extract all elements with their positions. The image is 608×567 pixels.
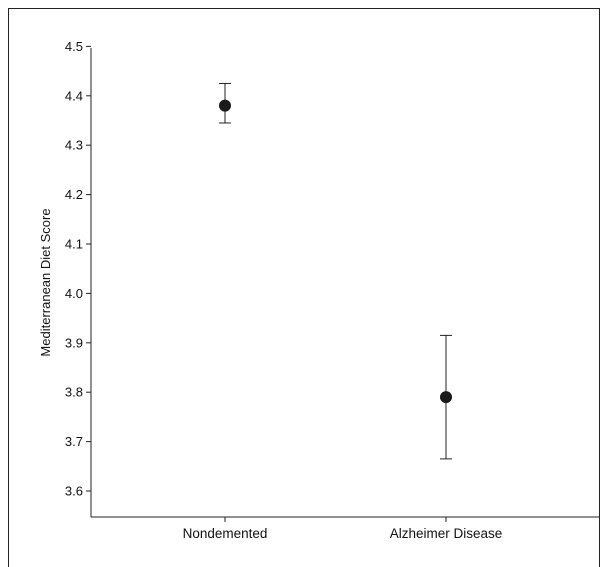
y-axis-label: Mediterranean Diet Score — [38, 208, 53, 356]
y-tick-label: 4.4 — [65, 88, 83, 103]
x-categories: Nondemented Alzheimer Disease — [183, 517, 503, 541]
mean-marker — [219, 100, 231, 112]
y-tick-label: 4.3 — [65, 138, 83, 153]
y-tick-label: 3.8 — [65, 385, 83, 400]
y-tick-label: 4.5 — [65, 39, 83, 54]
error-bar-point — [440, 335, 452, 459]
y-tick-label: 3.6 — [65, 484, 83, 499]
data-marks — [219, 83, 452, 458]
figure-border — [9, 9, 600, 567]
y-tick-label: 3.7 — [65, 434, 83, 449]
x-category-label: Alzheimer Disease — [390, 526, 503, 541]
y-tick-label: 4.1 — [65, 237, 83, 252]
y-tick-label: 3.9 — [65, 335, 83, 350]
y-tick-label: 4.2 — [65, 187, 83, 202]
error-bar-point — [219, 83, 231, 123]
y-ticks: 3.6 3.7 3.8 3.9 4.0 4.1 4.2 4.3 4.4 4.5 — [65, 39, 91, 499]
axes — [91, 48, 600, 517]
x-category-label: Nondemented — [183, 526, 268, 541]
mean-marker — [440, 391, 452, 403]
y-tick-label: 4.0 — [65, 286, 83, 301]
